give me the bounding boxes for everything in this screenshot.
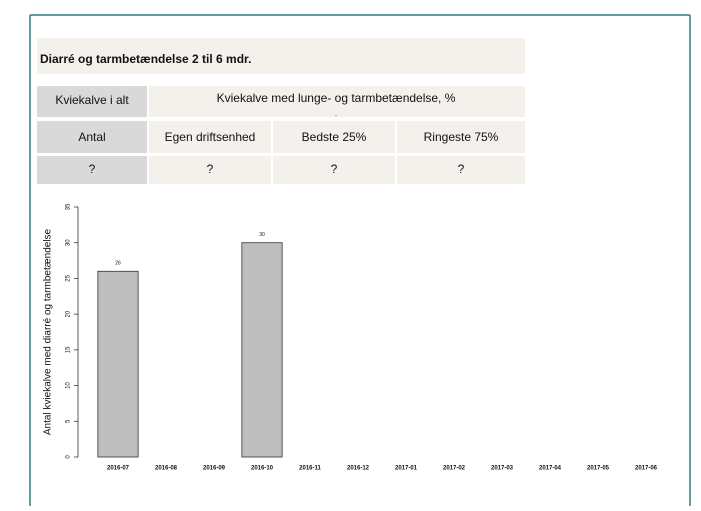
x-tick-label: 2016-09 xyxy=(203,466,226,472)
y-tick-label: 25 xyxy=(66,274,72,281)
cell xyxy=(397,156,525,184)
x-tick-label: 2017-03 xyxy=(491,466,514,472)
cell-text: Kviekalve med lunge- og tarmbetændelse, … xyxy=(217,91,456,105)
x-tick-label: 2017-04 xyxy=(539,466,562,472)
value-label: 30 xyxy=(259,232,265,238)
cell xyxy=(273,121,395,153)
cell xyxy=(149,121,271,153)
y-tick-label: 20 xyxy=(66,310,72,317)
y-tick-label: 10 xyxy=(66,382,72,389)
x-tick-label: 2017-02 xyxy=(443,466,466,472)
cell-text: Kviekalve i alt xyxy=(55,93,129,107)
x-tick-label: 2016-07 xyxy=(107,466,130,472)
x-tick-label: 2017-05 xyxy=(587,466,610,472)
y-tick-label: 15 xyxy=(66,346,72,353)
cell xyxy=(37,86,147,117)
cell-text: ? xyxy=(207,162,214,176)
y-tick-label: 35 xyxy=(66,203,72,210)
cell-text: ? xyxy=(458,162,465,176)
cell-text: ? xyxy=(89,162,96,176)
cell-text: Bedste 25% xyxy=(302,130,367,144)
cell xyxy=(37,156,147,184)
cell xyxy=(397,121,525,153)
cell-text: Ringeste 75% xyxy=(424,130,499,144)
bar xyxy=(241,242,283,458)
x-tick-label: 2016-11 xyxy=(299,466,321,472)
y-tick-label: 0 xyxy=(66,455,72,459)
x-tick-label: 2016-10 xyxy=(251,466,274,472)
cell-text: Egen driftsenhed xyxy=(165,130,256,144)
x-tick-label: 2016-08 xyxy=(155,466,178,472)
cell xyxy=(37,121,147,153)
title-row xyxy=(37,38,525,74)
y-axis-label: Antal kviekalve med diarré og tarmbetænd… xyxy=(43,228,54,435)
cell-mark: . xyxy=(335,109,337,118)
x-tick-label: 2017-01 xyxy=(395,466,418,472)
cell-text: ? xyxy=(331,162,338,176)
bar xyxy=(97,270,139,458)
cell xyxy=(149,156,271,184)
y-tick-label: 30 xyxy=(66,239,72,246)
cell xyxy=(273,156,395,184)
cell-text: Antal xyxy=(78,130,105,144)
table-title: Diarré og tarmbetændelse 2 til 6 mdr. xyxy=(40,52,251,66)
cell xyxy=(149,86,525,117)
y-tick-label: 5 xyxy=(66,419,72,423)
x-tick-label: 2016-12 xyxy=(347,466,370,472)
value-label: 26 xyxy=(115,261,121,267)
x-tick-label: 2017-06 xyxy=(635,466,658,472)
